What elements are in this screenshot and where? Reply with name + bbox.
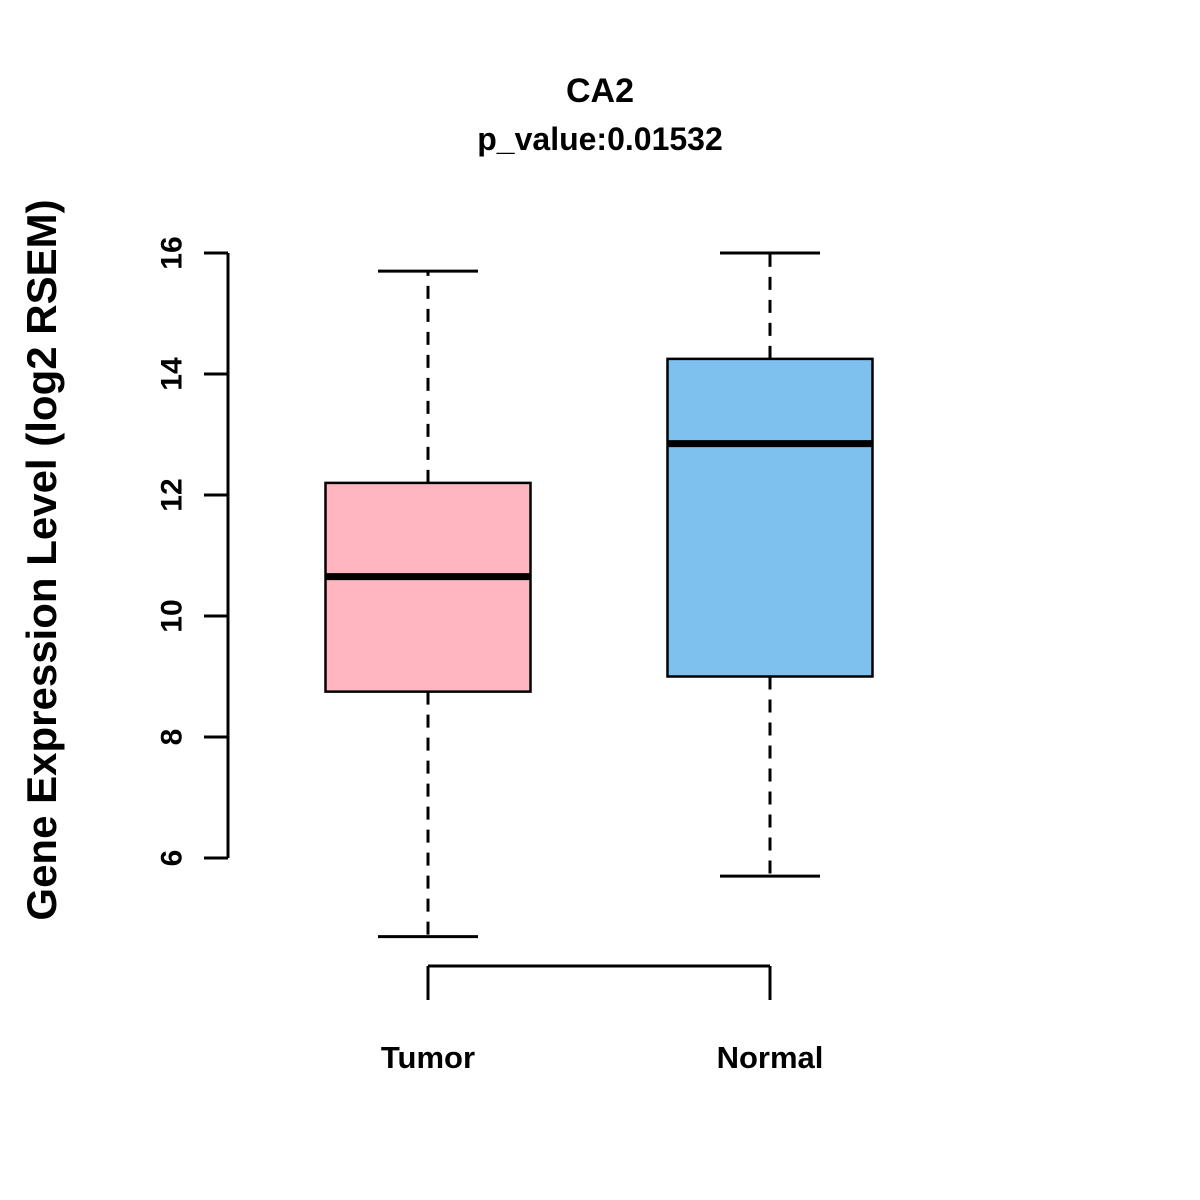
box-tumor (324, 481, 532, 693)
y-axis-tick-label: 14 (156, 357, 189, 391)
y-axis-tick-label: 10 (156, 599, 189, 632)
y-axis-tick-label: 12 (156, 478, 189, 511)
chart-subtitle: p_value:0.01532 (477, 121, 723, 157)
x-category-label-tumor: Tumor (380, 1040, 476, 1075)
x-category-label-normal: Normal (716, 1040, 824, 1075)
box-normal (666, 357, 874, 678)
y-axis-tick-label: 16 (156, 236, 189, 269)
y-axis-tick-label: 8 (156, 729, 189, 746)
chart-title: CA2 (565, 72, 635, 110)
y-axis-tick-label: 6 (156, 850, 189, 867)
